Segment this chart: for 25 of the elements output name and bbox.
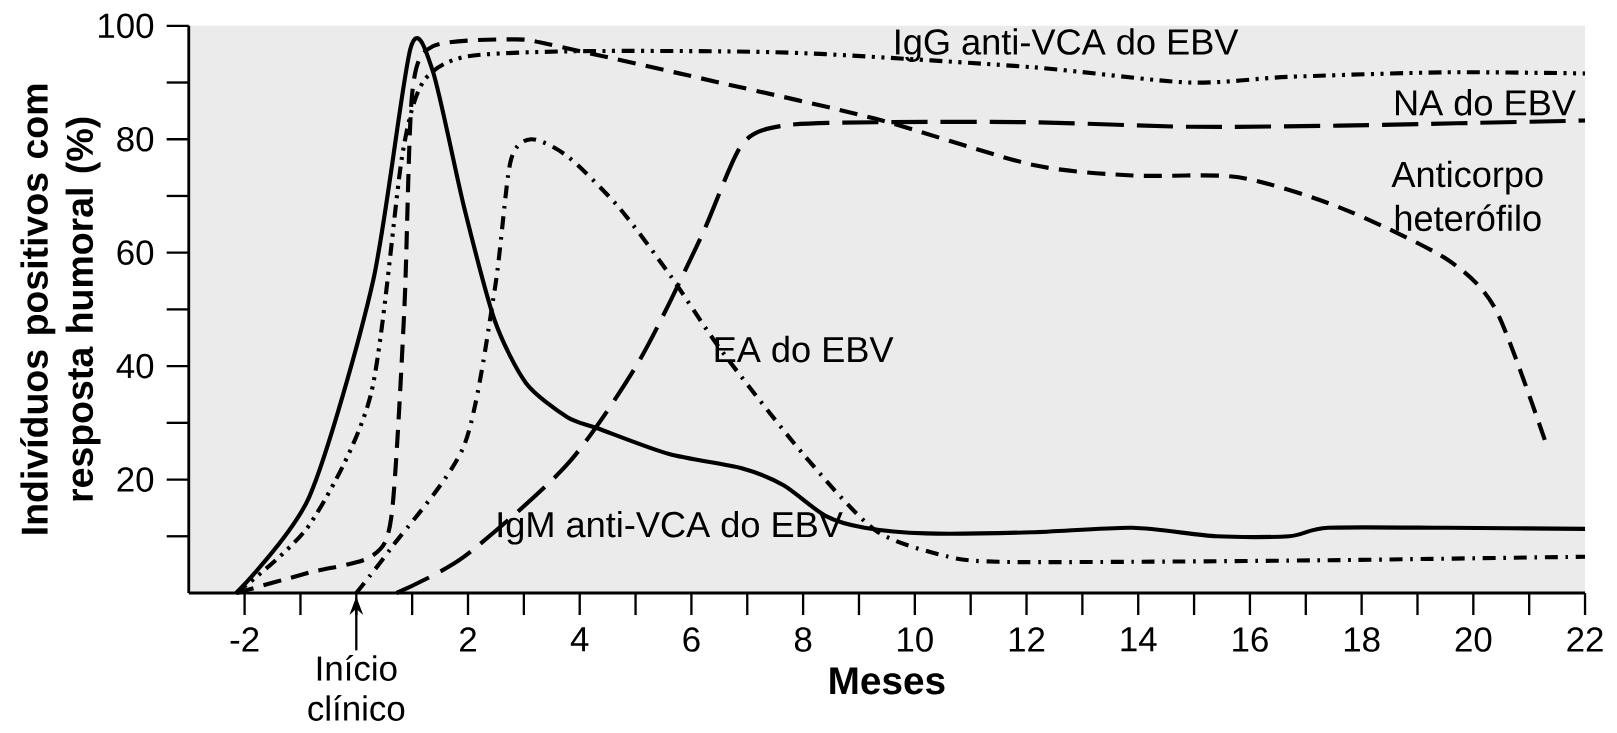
series-label: IgM anti-VCA do EBV: [498, 510, 843, 545]
series-label: NA do EBV: [1396, 89, 1576, 116]
y-tick-label: 100: [99, 13, 154, 39]
x-tick-label: 2: [460, 627, 476, 652]
x-tick-label: 12: [1009, 627, 1045, 652]
y-tick-label: 80: [117, 126, 154, 152]
x-tick-label: -2: [230, 627, 259, 652]
x-tick-label: 8: [794, 627, 812, 652]
annotation: Início clínico: [308, 654, 405, 721]
y-tick-label: 60: [117, 240, 154, 266]
series-label: EA do EBV: [715, 335, 894, 363]
x-tick-label: 16: [1233, 627, 1268, 652]
y-tick-label: 40: [116, 353, 154, 379]
series-label: Anticorpo heterófilo: [1391, 160, 1543, 232]
series-label: IgG anti-VCA do EBV: [896, 28, 1239, 62]
x-tick-label: 4: [570, 627, 589, 652]
x-axis-title: Meses: [830, 667, 945, 695]
x-tick-label: 22: [1567, 627, 1603, 652]
y-tick-label: 20: [117, 467, 154, 492]
x-tick-label: 10: [898, 627, 933, 652]
x-tick-label: 20: [1455, 627, 1492, 652]
x-tick-label: 6: [683, 627, 700, 652]
x-tick-label: 18: [1344, 627, 1380, 652]
x-tick-label: 14: [1121, 627, 1157, 652]
y-axis-title: Indivíduos positivos com resposta humoral (%): [20, 84, 101, 534]
